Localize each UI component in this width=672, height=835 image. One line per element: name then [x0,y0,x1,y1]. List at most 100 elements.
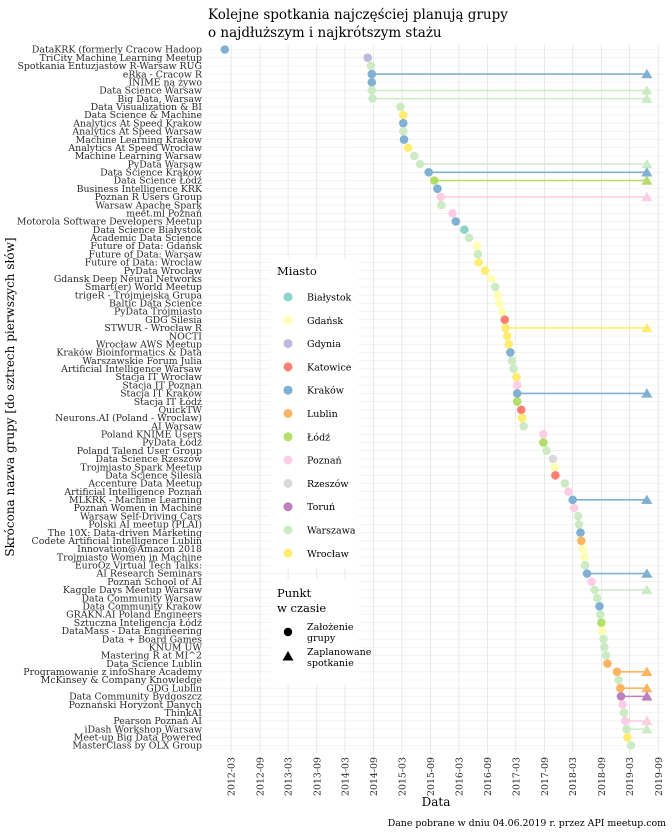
chart-title: Kolejne spotkania najczęściej planują gr… [208,7,508,41]
planned-meeting-triangle [641,691,653,701]
legend-city-label: Białystok [307,293,352,304]
group-label: EuroOz Virtual Tech Talks: [75,561,202,572]
founding-point [448,208,457,218]
group-label: Poznan R Users Group [95,192,202,203]
group-label: trigeR - Trójmiejska Grupa [75,290,203,301]
source-caption: Dane pobrane w dniu 04.06.2019 r. przez … [388,818,666,829]
x-axis-title: Data [422,795,451,809]
legend-city-items: Białystok Gdańsk Gdynia Katowice Kraków Lubli… [283,292,356,560]
group-label: Machine Learning Krakow [76,135,202,146]
group-label: Innovation@Amazon 2018 [77,544,202,555]
legend-city-swatch [283,478,293,488]
group-label: QuickTW [158,405,202,416]
founding-point [460,225,469,234]
founding-point [399,135,409,144]
group-label: Data Community Krakow [82,602,202,613]
legend-city-label: Toruń [307,502,335,513]
group-label: MLKRK - Machine Learning [69,495,202,506]
founding-point [506,348,515,357]
group-label: Analytics At Speed Krakow [72,118,202,129]
group-label: Analytics At Speed Wrocław [67,143,202,154]
group-label: Polski AI meetup (PLAI) [88,520,202,531]
founding-point [367,77,377,87]
group-label: Data Science Kraków [100,168,202,179]
group-label: PyData Wrocław [124,266,202,277]
founding-point [436,192,445,202]
founding-point [493,290,503,300]
planned-meeting-triangle [641,568,653,578]
group-label: Big Data, Warsaw [117,94,202,105]
group-label: DataMass - Data Engineering [62,626,202,637]
group-label: PyData Warsaw [128,159,202,170]
x-tick-label: 2012-09 [255,757,266,796]
planned-meeting-triangle [641,715,653,726]
legend-city-swatch [283,385,293,395]
founding-point [368,94,377,103]
founding-point [507,356,517,365]
founding-point [519,421,528,431]
legend-city-label: Rzeszów [307,479,349,490]
founding-point [415,159,425,169]
x-tick-label: 2018-09 [597,757,608,796]
group-label: MasterClass by OLX Group [72,741,202,752]
founding-point [569,503,579,513]
founding-point [512,380,522,390]
legend-city-swatch [283,502,293,512]
group-label: Data Science Silesia [105,470,202,481]
group-label: ThinkAI [165,708,203,719]
founding-point [599,634,608,644]
group-label: Data Science Rzeszów [96,454,202,465]
legend-city-swatch [283,292,293,302]
group-label: Programowanie z infoShare Academy [23,667,202,678]
group-label: Trojmiasto Spark Meetup [80,462,202,473]
founding-point [601,651,611,660]
founding-point [616,683,625,693]
group-label: Codete Artificial Intelligence Lublin [32,536,202,547]
founding-point [451,217,461,226]
group-label: The 10X: Data-driven Marketing [48,528,202,539]
founding-point [367,69,377,79]
group-label: Poznań Women in Machine [74,503,203,514]
founding-point [616,692,626,701]
x-tick-label: 2016-03 [454,757,465,796]
group-label: Sztuczna Inteligencja Łódź [74,618,202,629]
founding-point [574,520,584,529]
group-label: Poland KNIME Users [101,430,202,441]
group-label: Meet-up Big Data Powered [74,733,202,744]
group-label: Baltic Data Science [109,299,202,310]
legend-city-swatch [283,362,293,372]
planned-meeting-triangle [641,494,653,505]
founding-point [504,339,514,349]
group-label: Poznań School of AI [107,577,202,588]
group-label: eRka - Cracow R [123,69,203,80]
founding-point [366,61,376,71]
planned-meeting-triangle [641,723,653,734]
group-label: Data Science Warsaw [99,86,202,97]
founding-point [618,700,627,709]
group-label: Academic Data Science [89,233,202,244]
founding-point [619,708,629,718]
x-tick-label: 2013-09 [312,757,323,796]
group-label: Trojmiasto Women in Machine [57,552,203,563]
x-tick-label: 2013-03 [284,757,295,796]
founding-point [580,552,589,562]
group-label: Wrocław AWS Meetup [96,339,202,350]
group-label: Pearson Poznań AI [113,716,202,727]
founding-point [626,741,636,750]
founding-point [517,413,527,423]
planned-meeting-markers [641,68,653,734]
group-label: Kaggle Days Meetup Warsaw [63,585,202,596]
group-label: GRAKN.AI Poland Engineers [66,610,202,621]
founding-point [623,733,632,742]
group-label: iDash Workshop Warsaw [84,724,202,735]
group-label: AI Research Seminars [95,569,202,580]
legend-founding-point-symbol [283,627,293,637]
founding-point [590,585,599,595]
founding-point [582,569,592,578]
x-tick-label: 2015-09 [426,757,437,796]
founding-point [580,561,590,570]
founding-points [220,45,636,750]
founding-point [410,151,419,161]
legend-city-swatch [283,525,293,535]
founding-point [568,495,577,505]
